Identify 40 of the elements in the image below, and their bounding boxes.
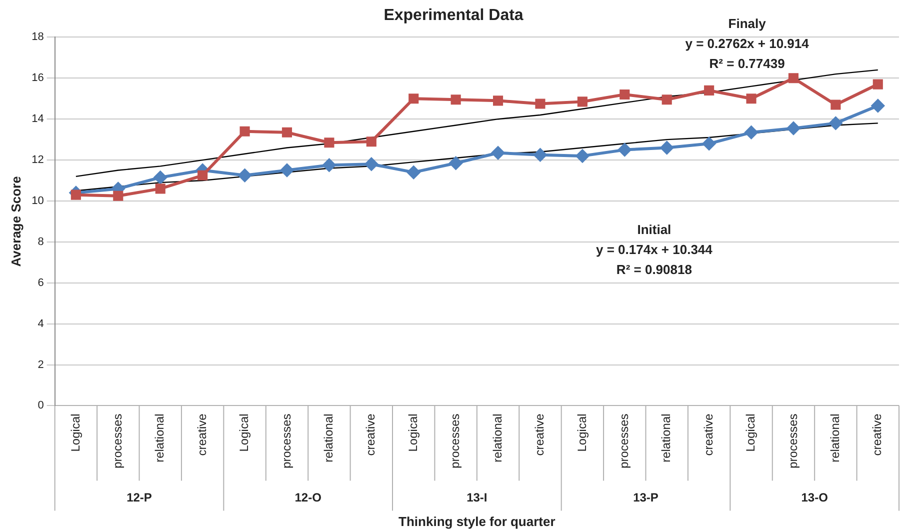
annotation: Initial y = 0.174x + 10.344 R² = 0.90818 xyxy=(596,222,714,277)
x-tick-label: Logical xyxy=(574,414,589,452)
y-axis-title: Average Score xyxy=(8,176,24,267)
x-tick-label: Logical xyxy=(744,414,758,452)
y-tick-label: 10 xyxy=(32,195,44,208)
x-tick-label: relational xyxy=(152,414,167,462)
text: 12-O xyxy=(294,490,322,505)
y-tick-label: 2 xyxy=(38,358,44,371)
x-tick-label: Logical xyxy=(237,414,252,452)
x-tick-label: creative xyxy=(701,413,716,456)
x-tick-label: processes xyxy=(616,414,631,468)
x-tick-label: Logical xyxy=(68,414,82,452)
x-tick-label: creative xyxy=(364,413,378,456)
x-tick-label: creative xyxy=(194,413,209,456)
x-tick-label: processes xyxy=(786,414,800,468)
x-tick-label: creative xyxy=(870,413,884,456)
chart-title: Experimental Data xyxy=(384,7,524,24)
text: 13-P xyxy=(633,490,658,505)
y-tick-label: 4 xyxy=(38,318,44,330)
x-tick-label: relational xyxy=(828,414,842,462)
x-tick-label: relational xyxy=(322,414,336,462)
x-tick-label: processes xyxy=(110,414,124,468)
text: 13-I xyxy=(466,490,488,505)
y-tick-label: 0 xyxy=(38,400,44,412)
y-tick-label: 8 xyxy=(38,236,44,248)
y-tick-label: 18 xyxy=(32,31,44,44)
text: 12-P xyxy=(126,490,152,505)
y-tick-label: 14 xyxy=(32,113,44,126)
y-tick-label: 12 xyxy=(32,154,44,166)
x-tick-label: processes xyxy=(448,414,462,468)
x-tick-label: Logical xyxy=(406,414,420,452)
y-tick-label: 16 xyxy=(32,72,44,84)
text: 13-O xyxy=(801,490,828,505)
x-tick-label: processes xyxy=(279,414,294,468)
x-tick-label: creative xyxy=(532,413,547,456)
annotation: Finaly y = 0.2762x + 10.914 R² = 0.77439 xyxy=(685,16,810,71)
x-tick-label: relational xyxy=(490,414,504,462)
x-axis-title: Thinking style for quarter xyxy=(398,514,556,529)
x-tick-label: relational xyxy=(659,414,674,462)
y-tick-label: 6 xyxy=(38,276,44,289)
